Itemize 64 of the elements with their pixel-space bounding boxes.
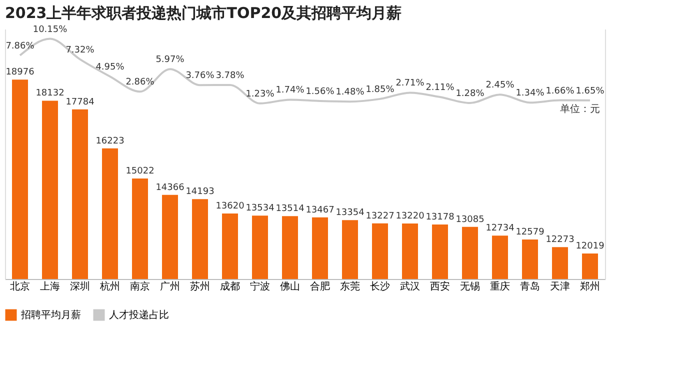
data-label: 14193 xyxy=(186,187,214,198)
x-tick-label: 南京 xyxy=(130,280,150,292)
data-label: 7.32% xyxy=(66,45,95,56)
data-label: 12019 xyxy=(576,242,605,252)
data-label: 13178 xyxy=(426,212,455,223)
data-label: 13227 xyxy=(366,211,394,222)
data-label: 13534 xyxy=(246,204,275,214)
data-label: 17784 xyxy=(66,97,95,108)
data-label: 13467 xyxy=(306,205,334,216)
x-tick-label: 深圳 xyxy=(70,280,90,292)
data-label: 16223 xyxy=(96,136,124,146)
x-tick-label: 郑州 xyxy=(580,280,600,292)
x-tick-label: 武汉 xyxy=(400,280,420,292)
data-label: 1.48% xyxy=(336,88,365,98)
data-label: 3.78% xyxy=(216,70,245,81)
data-label: 12579 xyxy=(516,228,545,238)
data-label: 1.28% xyxy=(456,89,485,100)
data-label: 18132 xyxy=(36,88,64,99)
data-label: 12734 xyxy=(486,224,515,234)
x-tick-label: 苏州 xyxy=(190,280,210,292)
annotation: 单位：元 xyxy=(560,103,600,115)
data-label: 3.76% xyxy=(186,71,215,82)
x-tick-label: 西安 xyxy=(430,280,450,292)
data-label: 2.11% xyxy=(426,83,455,94)
data-label: 2.86% xyxy=(126,78,155,88)
data-label: 1.65% xyxy=(576,86,605,96)
data-label: 13514 xyxy=(276,204,305,214)
data-label: 1.56% xyxy=(306,87,335,98)
data-label: 5.97% xyxy=(156,55,185,66)
x-tick-label: 杭州 xyxy=(99,280,120,292)
legend-label: 招聘平均月薪 xyxy=(20,309,81,321)
x-tick-label: 广州 xyxy=(160,280,180,292)
x-tick-label: 天津 xyxy=(550,280,570,292)
data-label: 13620 xyxy=(216,202,245,212)
data-label: 15022 xyxy=(126,166,154,176)
data-label: 13354 xyxy=(336,208,365,218)
data-label: 13085 xyxy=(456,214,484,225)
data-label: 1.23% xyxy=(246,89,275,100)
x-tick-label: 合肥 xyxy=(310,280,330,292)
x-tick-label: 青岛 xyxy=(520,280,540,292)
x-tick-label: 北京 xyxy=(10,280,30,292)
data-label: 1.66% xyxy=(546,86,575,96)
data-label: 10.15% xyxy=(32,24,68,35)
data-label: 7.86% xyxy=(6,41,35,52)
x-tick-label: 长沙 xyxy=(370,280,390,292)
x-tick-label: 上海 xyxy=(40,280,60,292)
x-tick-label: 宁波 xyxy=(250,280,270,292)
x-tick-label: 成都 xyxy=(220,280,240,292)
data-label: 18976 xyxy=(6,68,35,78)
x-tick-label: 无锡 xyxy=(460,282,480,292)
data-label: 14366 xyxy=(156,182,185,193)
data-label: 12273 xyxy=(546,235,574,246)
data-label: 4.95% xyxy=(96,62,125,72)
data-label: 1.74% xyxy=(276,86,305,96)
data-label: 2.71% xyxy=(396,78,425,89)
data-label: 1.85% xyxy=(366,84,395,95)
data-label: 2.45% xyxy=(486,80,515,91)
x-tick-label: 佛山 xyxy=(280,280,300,292)
legend-label: 人才投递占比 xyxy=(109,309,169,321)
chart-title: 2023上半年求职者投递热门城市TOP20及其招聘平均月薪 xyxy=(5,4,402,22)
x-tick-label: 东莞 xyxy=(340,280,360,292)
data-label: 1.34% xyxy=(516,88,545,99)
data-label: 13220 xyxy=(396,212,425,222)
x-tick-label: 重庆 xyxy=(490,280,510,292)
